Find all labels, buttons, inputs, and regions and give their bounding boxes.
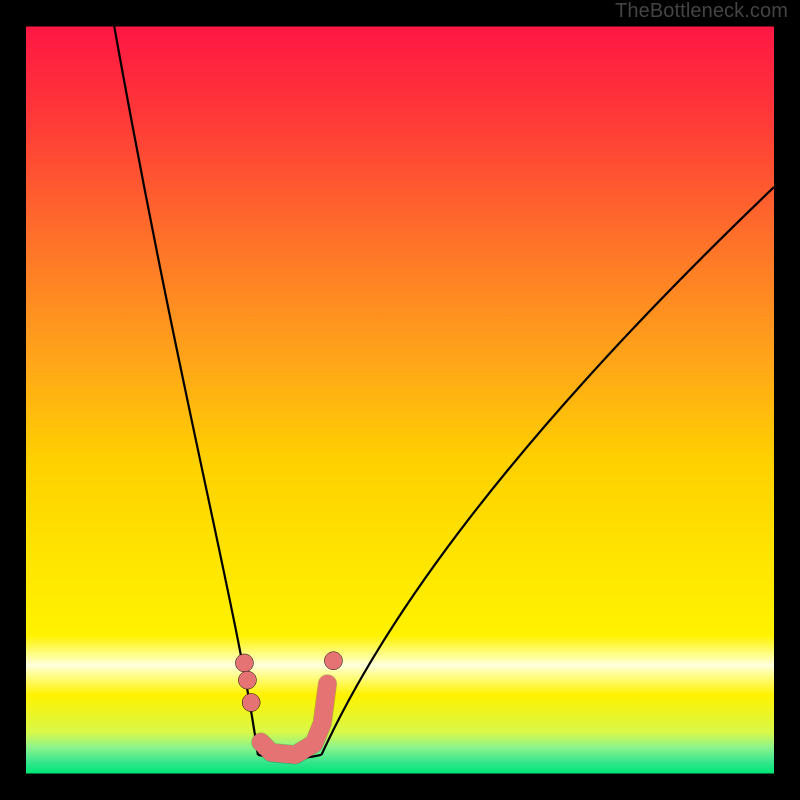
marker-dot-left-2 [242, 694, 260, 712]
marker-dot-right [324, 652, 342, 670]
chart-svg [0, 0, 800, 800]
watermark-text: TheBottleneck.com [615, 0, 788, 23]
plot-area-bg [26, 27, 774, 774]
chart-root: TheBottleneck.com [0, 0, 800, 800]
marker-dot-left-1 [238, 671, 256, 689]
marker-dot-left-0 [235, 654, 253, 672]
